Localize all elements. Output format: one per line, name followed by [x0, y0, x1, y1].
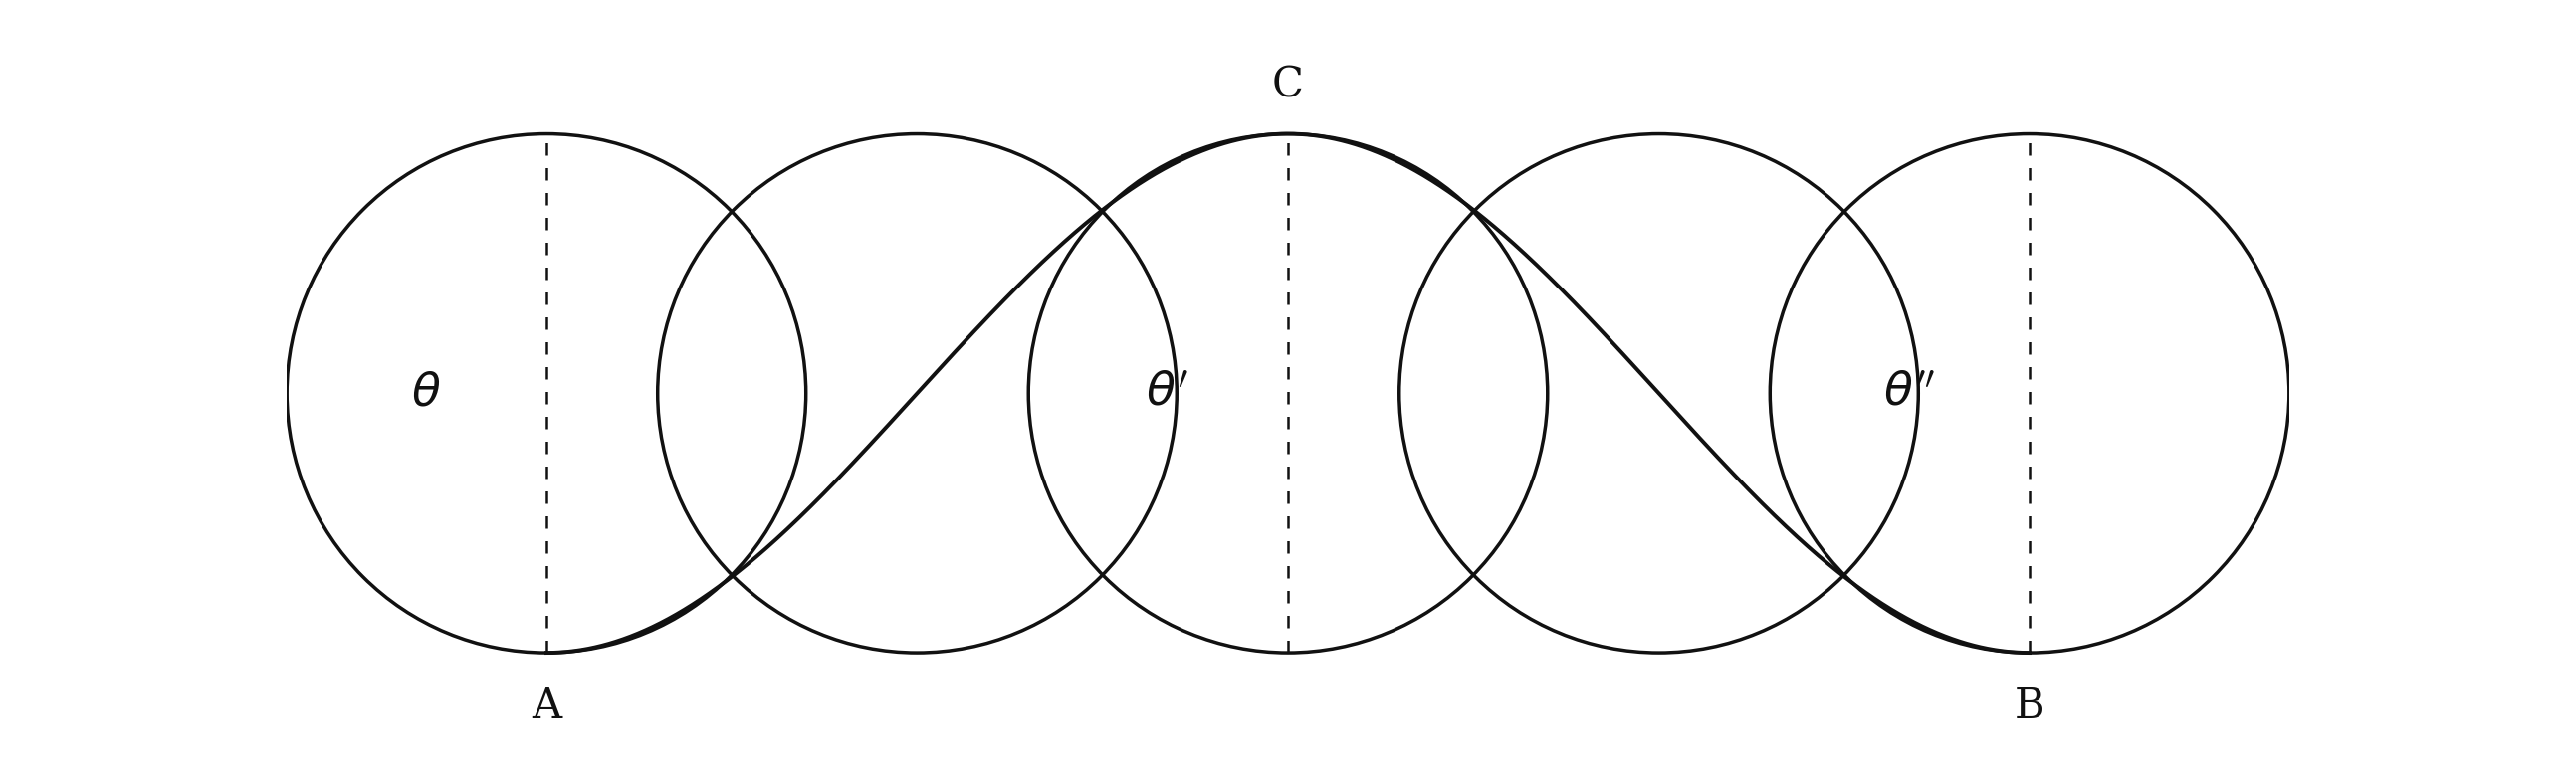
- Text: $\mathit{\theta}''$: $\mathit{\theta}''$: [1883, 371, 1935, 415]
- Text: C: C: [1273, 65, 1303, 106]
- Text: A: A: [531, 685, 562, 727]
- Text: B: B: [2014, 685, 2045, 727]
- Text: $\mathit{\theta}$: $\mathit{\theta}$: [412, 371, 440, 415]
- Text: $\mathit{\theta}'$: $\mathit{\theta}'$: [1146, 371, 1190, 415]
